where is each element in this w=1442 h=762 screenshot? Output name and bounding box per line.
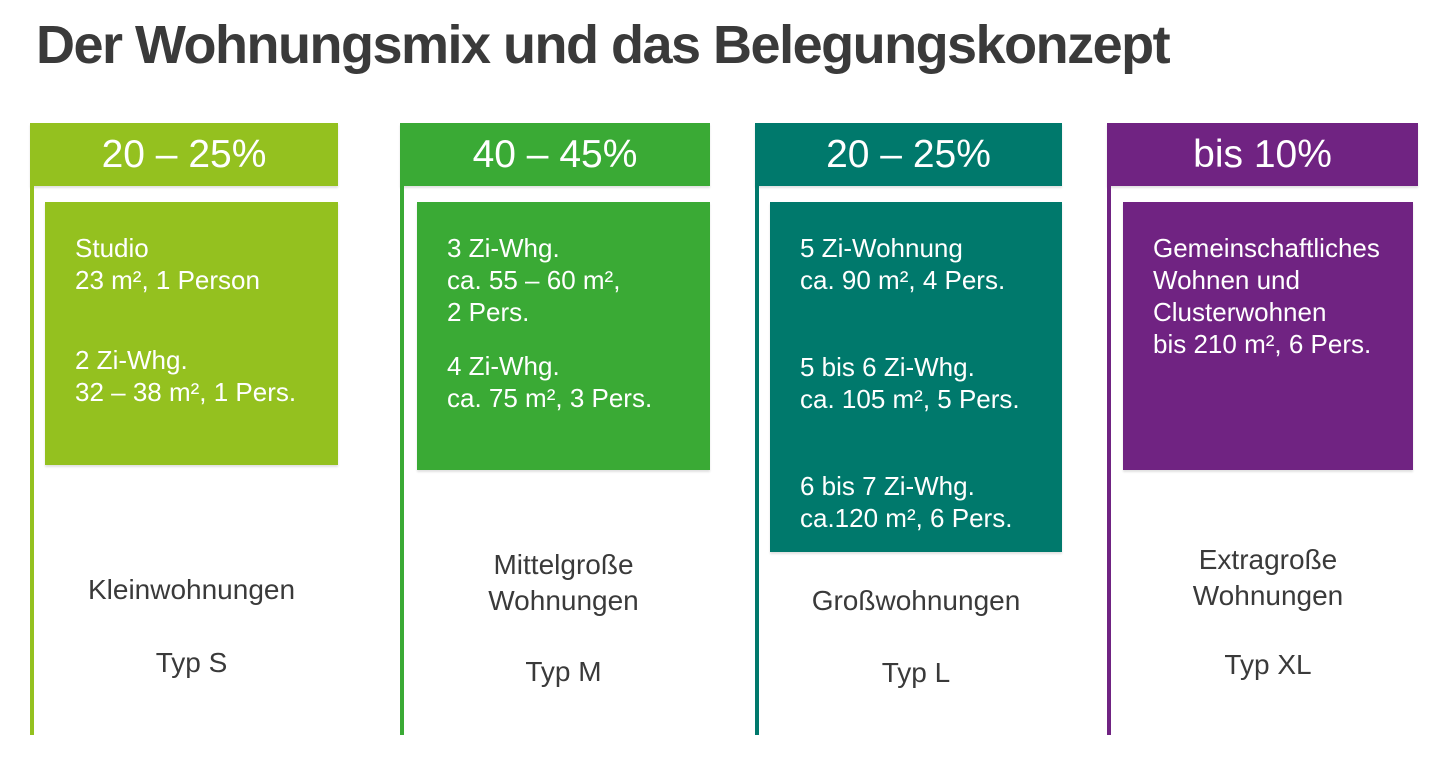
apartment-entry: 3 Zi-Whg. ca. 55 – 60 m², 2 Pers. [447, 232, 702, 328]
text-line: bis 210 m², 6 Pers. [1153, 329, 1372, 359]
type-label: Typ S [155, 647, 228, 678]
text-line: ca. 55 – 60 m², [447, 265, 621, 295]
share-percentage-badge: 20 – 25% [755, 123, 1062, 186]
text-line: 5 bis 6 Zi-Whg. [800, 352, 975, 382]
column-typ-m: 40 – 45% 3 Zi-Whg. ca. 55 – 60 m², 2 Pers.… [400, 123, 710, 762]
details-box: 5 Zi-Wohnung ca. 90 m², 4 Pers. 5 bis 6 Z… [770, 202, 1062, 552]
text-line: Großwohnungen [811, 585, 1021, 616]
text-line: Gemeinschaftliches [1153, 233, 1380, 263]
details-box: 3 Zi-Whg. ca. 55 – 60 m², 2 Pers. 4 Zi-Whg… [417, 202, 710, 470]
category-label: Großwohnungen [770, 583, 1062, 619]
apartment-entry: 6 bis 7 Zi-Whg. ca.120 m², 6 Pers. [800, 470, 1054, 534]
text-line: Wohnungen [1192, 580, 1344, 611]
text-line: 23 m², 1 Person [75, 265, 260, 295]
text-line: 2 Pers. [447, 297, 530, 327]
share-percentage-badge: 40 – 45% [400, 123, 710, 186]
text-line: Clusterwohnen [1153, 297, 1327, 327]
share-percentage-badge: 20 – 25% [30, 123, 338, 186]
column-typ-xl: bis 10% Gemeinschaftliches Wohnen und Clus… [1107, 123, 1418, 762]
category-label: Extragroße Wohnungen [1123, 542, 1413, 614]
apartment-entry: 5 Zi-Wohnung ca. 90 m², 4 Pers. [800, 232, 1054, 296]
accent-vline [400, 186, 404, 735]
apartment-entry: Studio 23 m², 1 Person [75, 232, 330, 296]
details-box: Studio 23 m², 1 Person 2 Zi-Whg. 32 – 38 m… [45, 202, 338, 465]
text-line: Studio [75, 233, 149, 263]
type-label: Typ L [881, 657, 951, 688]
apartment-entry: Gemeinschaftliches Wohnen und Clusterwohne… [1153, 232, 1405, 360]
text-line: ca. 90 m², 4 Pers. [800, 265, 1006, 295]
column-typ-l: 20 – 25% 5 Zi-Wohnung ca. 90 m², 4 Pers. … [755, 123, 1062, 762]
text-line: Wohnen und [1153, 265, 1300, 295]
apartment-entry: 2 Zi-Whg. 32 – 38 m², 1 Pers. [75, 344, 330, 408]
text-line: ca.120 m², 6 Pers. [800, 503, 1013, 533]
type-label: Typ M [525, 656, 602, 687]
category-label: Kleinwohnungen [45, 572, 338, 608]
accent-vline [1107, 186, 1111, 735]
accent-vline [30, 186, 34, 735]
share-percentage-badge: bis 10% [1107, 123, 1418, 186]
text-line: ca. 105 m², 5 Pers. [800, 384, 1020, 414]
text-line: Wohnungen [488, 585, 639, 616]
slide-title: Der Wohnungsmix und das Belegungskonzept [36, 15, 1171, 75]
text-line: 6 bis 7 Zi-Whg. [800, 471, 975, 501]
accent-vline [755, 186, 759, 735]
text-line: 4 Zi-Whg. [447, 351, 560, 381]
details-box: Gemeinschaftliches Wohnen und Clusterwohne… [1123, 202, 1413, 470]
apartment-entry: 5 bis 6 Zi-Whg. ca. 105 m², 5 Pers. [800, 351, 1054, 415]
text-line: 2 Zi-Whg. [75, 345, 188, 375]
apartment-entry: 4 Zi-Whg. ca. 75 m², 3 Pers. [447, 350, 702, 414]
type-label: Typ XL [1224, 649, 1312, 680]
text-line: Mittelgroße [493, 549, 634, 580]
text-line: Extragroße [1198, 544, 1338, 575]
text-line: 5 Zi-Wohnung [800, 233, 963, 263]
category-label: Mittelgroße Wohnungen [417, 547, 710, 619]
text-line: Kleinwohnungen [87, 574, 296, 605]
text-line: 32 – 38 m², 1 Pers. [75, 377, 297, 407]
column-typ-s: 20 – 25% Studio 23 m², 1 Person 2 Zi-Whg.… [30, 123, 338, 762]
text-line: ca. 75 m², 3 Pers. [447, 383, 653, 413]
text-line: 3 Zi-Whg. [447, 233, 560, 263]
